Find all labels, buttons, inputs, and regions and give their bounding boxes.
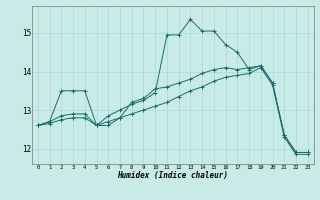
X-axis label: Humidex (Indice chaleur): Humidex (Indice chaleur) [117,171,228,180]
